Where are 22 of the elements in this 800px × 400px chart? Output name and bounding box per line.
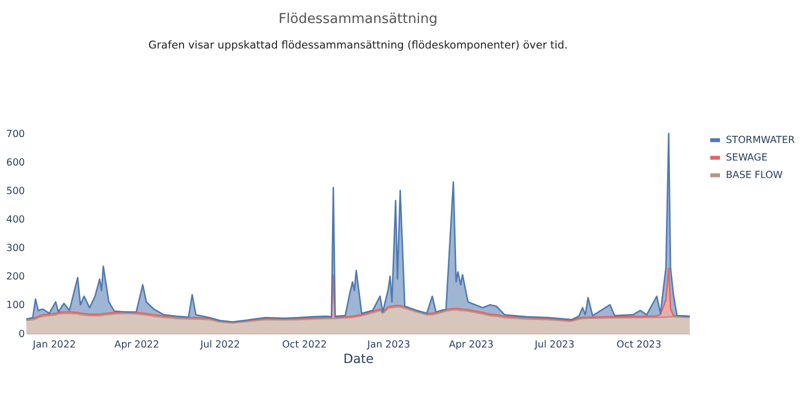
y-tick-label: 0 bbox=[18, 328, 25, 340]
y-tick-label: 700 bbox=[6, 128, 25, 140]
x-tick-label: Jul 2023 bbox=[534, 340, 574, 350]
legend-label: STORMWATER bbox=[726, 135, 795, 146]
x-tick-label: Oct 2023 bbox=[616, 340, 662, 350]
x-tick-label: Jan 2023 bbox=[366, 340, 410, 350]
x-tick-label: Jan 2022 bbox=[32, 340, 76, 350]
x-axis-title: Date bbox=[343, 351, 374, 366]
y-tick-label: 400 bbox=[6, 214, 25, 226]
x-tick-label: Apr 2023 bbox=[448, 340, 494, 350]
legend-label: BASE FLOW bbox=[726, 170, 784, 182]
y-tick-label: 600 bbox=[6, 157, 25, 168]
y-tick-label: 300 bbox=[6, 243, 25, 254]
legend-label: SEWAGE bbox=[726, 152, 768, 164]
x-tick-label: Oct 2022 bbox=[282, 340, 327, 350]
y-tick-label: 200 bbox=[6, 272, 25, 283]
x-tick-label: Jul 2022 bbox=[199, 340, 240, 350]
x-tick-label: Apr 2022 bbox=[114, 340, 160, 350]
y-tick-label: 500 bbox=[6, 186, 25, 197]
y-tick-label: 100 bbox=[6, 300, 25, 312]
chart-title: Flödessammansättning bbox=[278, 11, 438, 28]
chart-subtitle: Grafen visar uppskattad flödessammansättning (flödeskomponenter) över tid. bbox=[148, 38, 568, 52]
